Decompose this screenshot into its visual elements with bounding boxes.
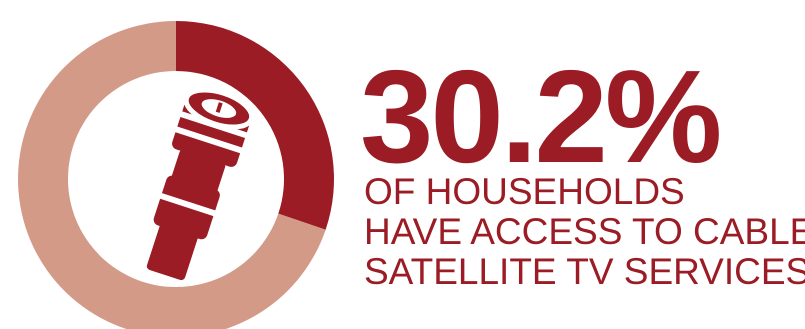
donut-ring [18,21,334,329]
headline-percentage: 30.2% [360,43,722,190]
connector-pin [215,102,223,113]
caption-line-2: HAVE ACCESS TO CABLE [364,211,805,252]
caption-line-1: OF HOUSEHOLDS [364,171,685,212]
nut-ridge [173,125,244,154]
donut-slice-remainder [18,21,326,329]
cable-connector-icon [146,87,255,281]
caption-line-3: SATELLITE TV SERVICES [364,251,805,292]
donut-slice-highlight [176,21,334,230]
caption: OF HOUSEHOLDS HAVE ACCESS TO CABLE SATEL… [364,172,805,292]
body-ridge [158,192,218,217]
cable-tail [146,222,199,281]
donut-chart [18,21,334,329]
